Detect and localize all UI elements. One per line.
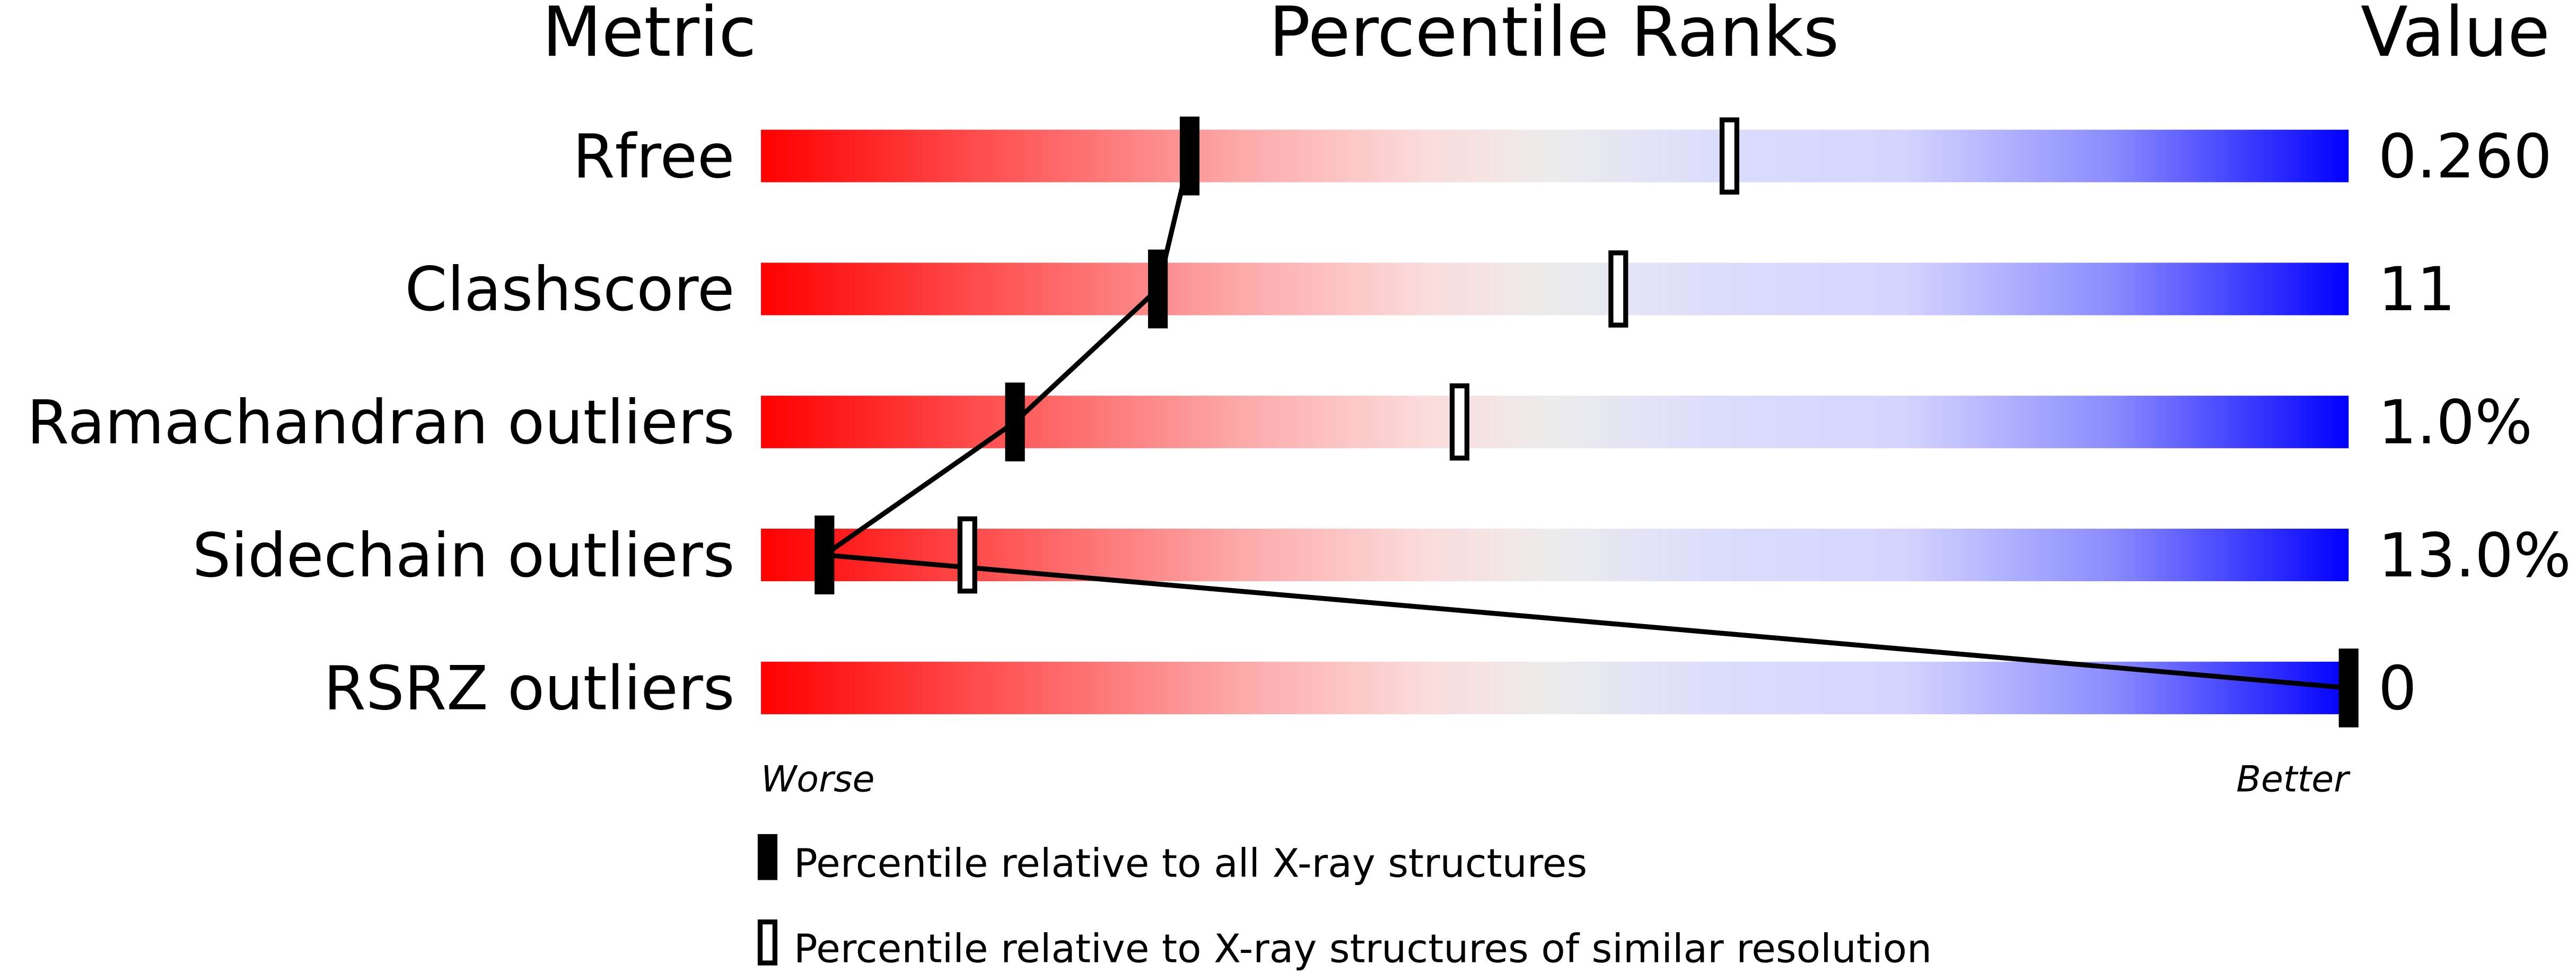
metric-value: 1.0%	[2378, 388, 2533, 458]
metric-label: Sidechain outliers	[192, 521, 735, 591]
metric-value: 13.0%	[2378, 521, 2571, 591]
header-percentile-ranks: Percentile Ranks	[1269, 0, 1839, 72]
legend-label-similar: Percentile relative to X-ray structures …	[794, 925, 1932, 971]
percentile-bar	[761, 529, 2349, 582]
marker-all-structures	[1148, 249, 1168, 329]
metric-value: 0	[2378, 654, 2417, 724]
metric-label: Ramachandran outliers	[27, 388, 735, 458]
axis-label-better: Better	[2236, 758, 2351, 800]
percentile-bar	[761, 396, 2349, 449]
marker-similar-resolution	[1608, 250, 1628, 328]
legend-hollow-marker	[757, 919, 778, 966]
marker-all-structures	[2338, 649, 2359, 728]
marker-similar-resolution	[1449, 383, 1470, 461]
legend-label-all: Percentile relative to all X-ray structu…	[794, 840, 1587, 886]
legend: Percentile relative to all X-ray structu…	[757, 834, 1932, 971]
marker-similar-resolution	[957, 516, 977, 594]
metric-value: 0.260	[2378, 121, 2552, 192]
marker-all-structures	[1005, 382, 1025, 462]
marker-similar-resolution	[1719, 117, 1740, 195]
axis-label-worse: Worse	[761, 758, 874, 800]
percentile-bar	[761, 661, 2349, 714]
marker-all-structures	[1179, 116, 1200, 196]
header-metric: Metric	[542, 0, 756, 72]
header-value: Value	[2361, 0, 2550, 72]
marker-all-structures	[814, 515, 835, 594]
metric-label: Clashscore	[405, 255, 734, 325]
percentile-bar	[761, 262, 2349, 316]
metric-label: Rfree	[573, 121, 734, 192]
metric-value: 11	[2378, 255, 2456, 325]
legend-filled-marker	[757, 834, 778, 880]
metric-label: RSRZ outliers	[323, 654, 734, 724]
percentile-bar	[761, 129, 2349, 182]
